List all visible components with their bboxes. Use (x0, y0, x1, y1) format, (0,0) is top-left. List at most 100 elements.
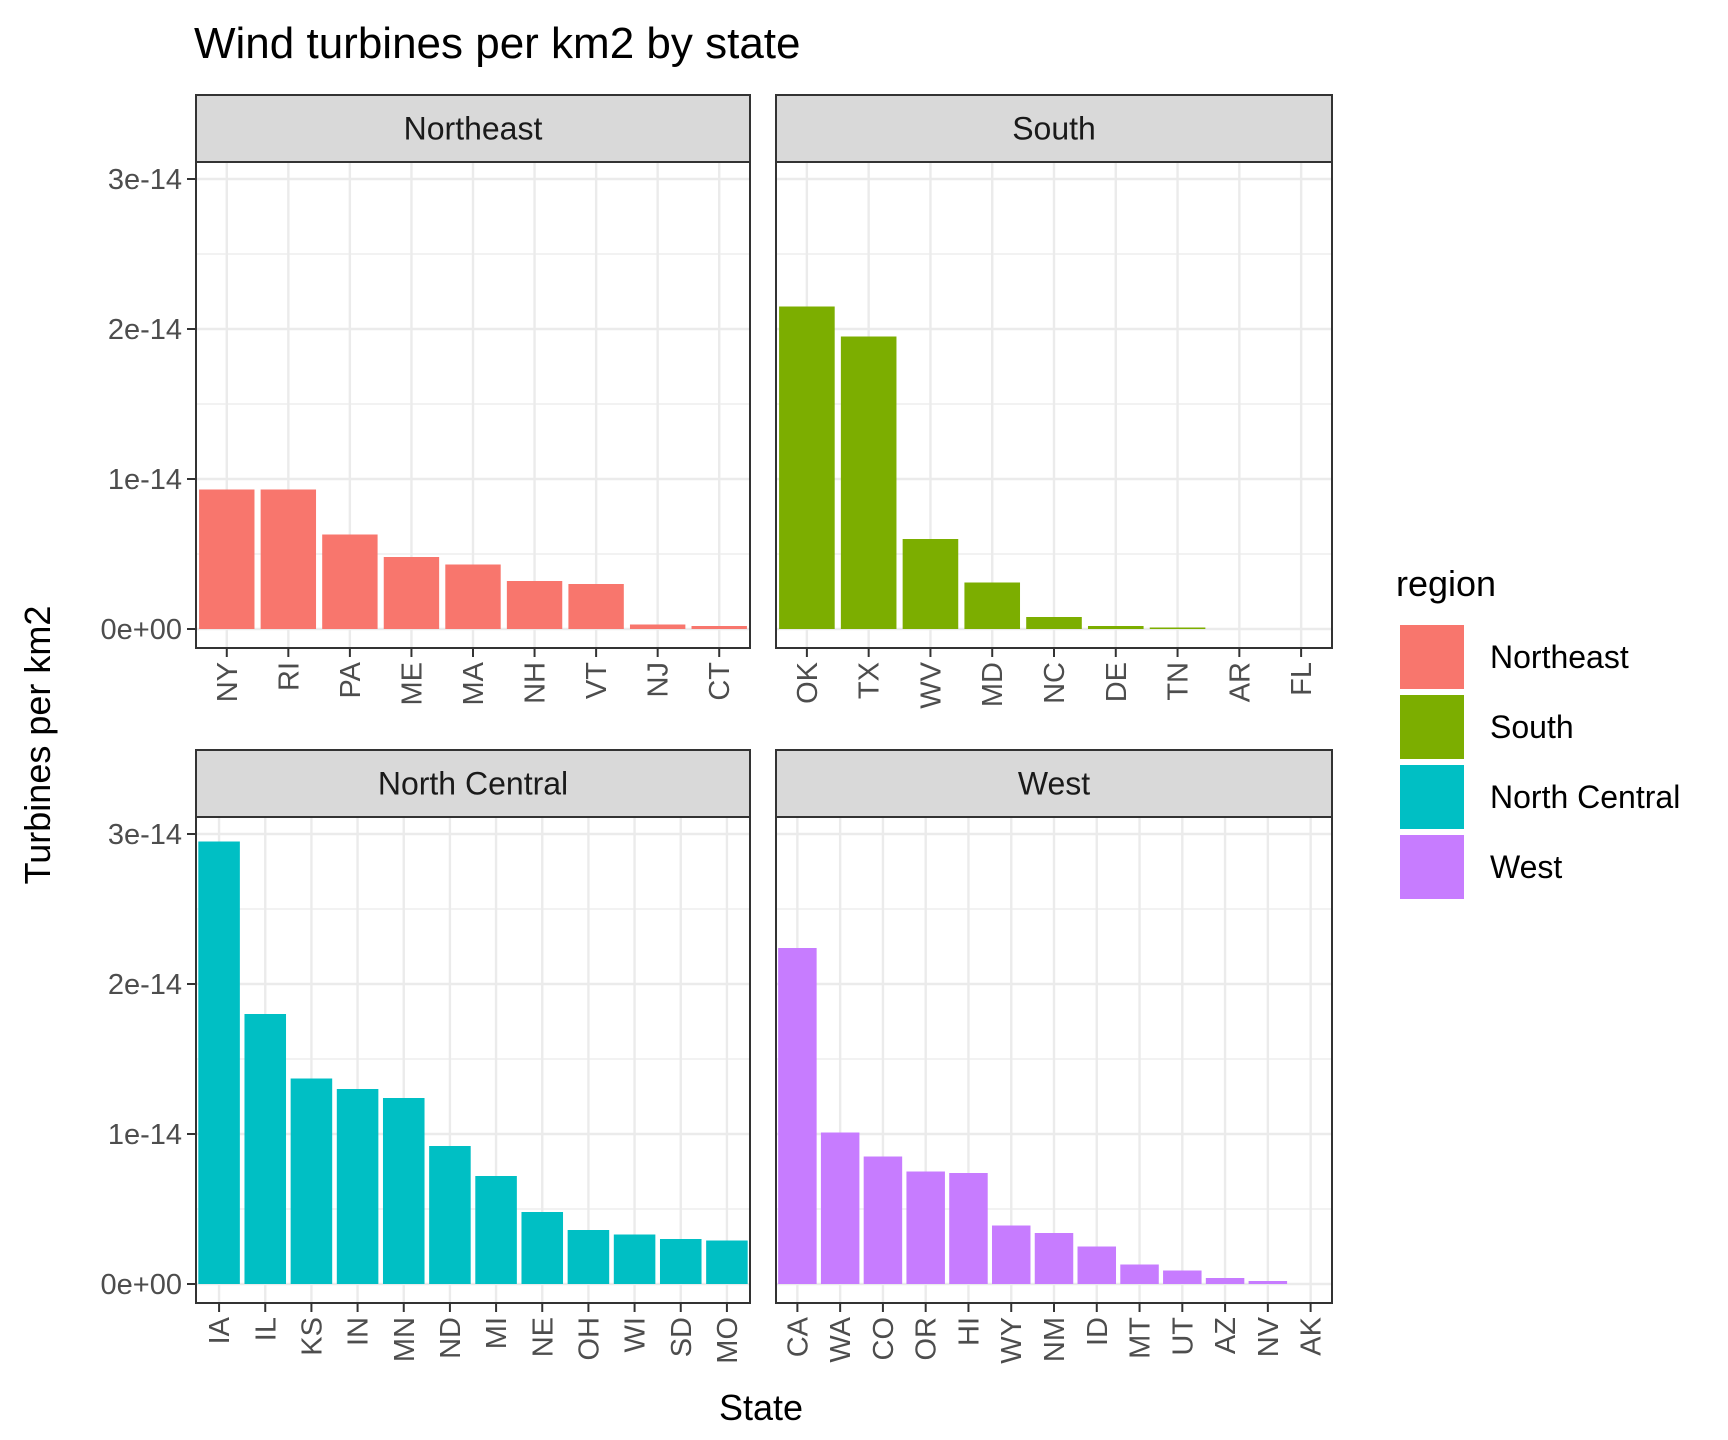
bar-ct (691, 626, 747, 629)
legend-label: South (1490, 709, 1574, 745)
bar-nj (629, 624, 686, 629)
bar-ok (779, 306, 835, 629)
bar-hi (949, 1173, 988, 1284)
x-tick-label: OK (792, 661, 824, 704)
bar-nh (506, 581, 563, 629)
x-tick-label: KS (296, 1317, 328, 1356)
x-tick-label: IA (204, 1316, 236, 1344)
x-tick-label: CO (868, 1317, 900, 1361)
legend-items: Northeast South North Central West (1400, 625, 1680, 899)
x-tick-label: TN (1163, 662, 1195, 701)
bar-ny (199, 489, 255, 629)
x-tick-label: CT (704, 662, 736, 701)
bar-ne (521, 1212, 564, 1284)
bar-wa (820, 1132, 860, 1284)
x-tick-label: NY (212, 662, 244, 702)
x-tick-label: NH (520, 662, 552, 704)
panel-border (195, 816, 751, 1304)
legend-title: region (1396, 563, 1496, 604)
x-tick-label: WY (996, 1317, 1028, 1364)
legend-item-south: South (1400, 695, 1574, 759)
x-tick-label: WI (620, 1317, 652, 1352)
x-tick-label: MT (1125, 1317, 1157, 1359)
y-tick-label: 1e-14 (108, 1119, 182, 1151)
x-tick-label: DE (1101, 662, 1133, 702)
bar-de (1087, 626, 1144, 629)
y-axis-ticks: 0e+00 1e-14 2e-14 3e-14 (101, 819, 196, 1301)
y-tick-label: 3e-14 (108, 819, 182, 851)
bar-wv (902, 539, 959, 629)
bars-northeast (199, 489, 747, 629)
x-tick-label: TX (854, 662, 886, 699)
x-tick-label: IL (250, 1317, 282, 1341)
x-tick-label: NM (1039, 1317, 1071, 1362)
bar-tx (840, 336, 897, 629)
x-tick-label: NV (1253, 1316, 1285, 1357)
legend-label: West (1490, 849, 1562, 885)
x-tick-label: FL (1286, 662, 1318, 696)
bars-north-central (198, 841, 748, 1284)
bar-mt (1120, 1264, 1159, 1284)
facet-strip-northeast (195, 94, 751, 163)
x-tick-label: AZ (1210, 1317, 1242, 1354)
y-tick-label: 2e-14 (108, 969, 182, 1001)
panel-north-central: North Central IA IL KS IN MN ND MI NE OH WI SD MO 0e+… (101, 749, 751, 1364)
bar-vt (568, 584, 624, 629)
x-tick-label: MD (977, 662, 1009, 707)
bar-nv (1248, 1281, 1288, 1284)
x-axis-ticks: NY RI PA ME MA NH VT NJ CT (212, 648, 736, 706)
x-axis-ticks: IA IL KS IN MN ND MI NE OH WI SD MO (204, 1303, 744, 1364)
y-tick-label: 1e-14 (108, 464, 182, 496)
bar-il (244, 1014, 287, 1284)
x-tick-label: SD (666, 1317, 698, 1357)
legend-label: North Central (1490, 779, 1680, 815)
bar-ks (290, 1078, 333, 1284)
bar-ma (445, 564, 501, 629)
x-tick-label: OR (911, 1317, 943, 1361)
panel-south: South OK TX WV MD NC DE TN AR FL (775, 94, 1333, 709)
bar-id (1077, 1246, 1117, 1284)
facet-strip-north-central (195, 749, 751, 818)
bar-co (863, 1156, 903, 1284)
bar-pa (322, 534, 378, 629)
bar-md (964, 582, 1021, 629)
legend-item-west: West (1400, 835, 1562, 899)
y-axis-title: Turbines per km2 (17, 606, 58, 885)
x-tick-label: NE (527, 1317, 559, 1357)
panel-northeast: Northeast NY RI PA ME MA NH VT NJ CT 0e+00 1e-14 2e-… (101, 94, 751, 706)
x-tick-label: OH (573, 1317, 605, 1361)
legend-label: Northeast (1490, 639, 1629, 675)
bar-me (383, 557, 440, 629)
bar-az (1205, 1278, 1245, 1284)
bar-ut (1163, 1270, 1202, 1284)
legend: region Northeast South North Central West (1396, 563, 1680, 899)
chart-title: Wind turbines per km2 by state (194, 19, 800, 68)
x-axis-ticks: OK TX WV MD NC DE TN AR FL (792, 648, 1318, 709)
legend-item-northeast: Northeast (1400, 625, 1629, 689)
panel-background (196, 817, 750, 1303)
x-tick-label: HI (953, 1317, 985, 1346)
legend-swatch (1400, 765, 1464, 829)
x-axis-ticks: CA WA CO OR HI WY NM ID MT UT AZ NV AK (782, 1303, 1328, 1364)
x-tick-label: MO (712, 1317, 744, 1364)
y-axis-ticks: 0e+00 1e-14 2e-14 3e-14 (101, 164, 196, 646)
x-tick-label: NJ (643, 662, 675, 697)
legend-item-north-central: North Central (1400, 765, 1680, 829)
bars-south (779, 306, 1206, 629)
bar-mn (382, 1098, 425, 1284)
x-tick-label: WV (915, 661, 947, 708)
bar-mo (706, 1240, 748, 1284)
legend-swatch (1400, 625, 1464, 689)
bars-west (778, 948, 1288, 1284)
x-tick-label: MA (458, 661, 490, 705)
bar-sd (659, 1239, 702, 1284)
legend-swatch (1400, 695, 1464, 759)
x-tick-label: RI (273, 662, 305, 691)
y-tick-label: 3e-14 (108, 164, 182, 196)
bar-or (906, 1171, 945, 1284)
x-tick-label: WA (825, 1316, 857, 1362)
bar-mi (475, 1176, 517, 1284)
x-tick-label: AR (1224, 662, 1256, 702)
x-tick-label: MN (389, 1317, 421, 1362)
